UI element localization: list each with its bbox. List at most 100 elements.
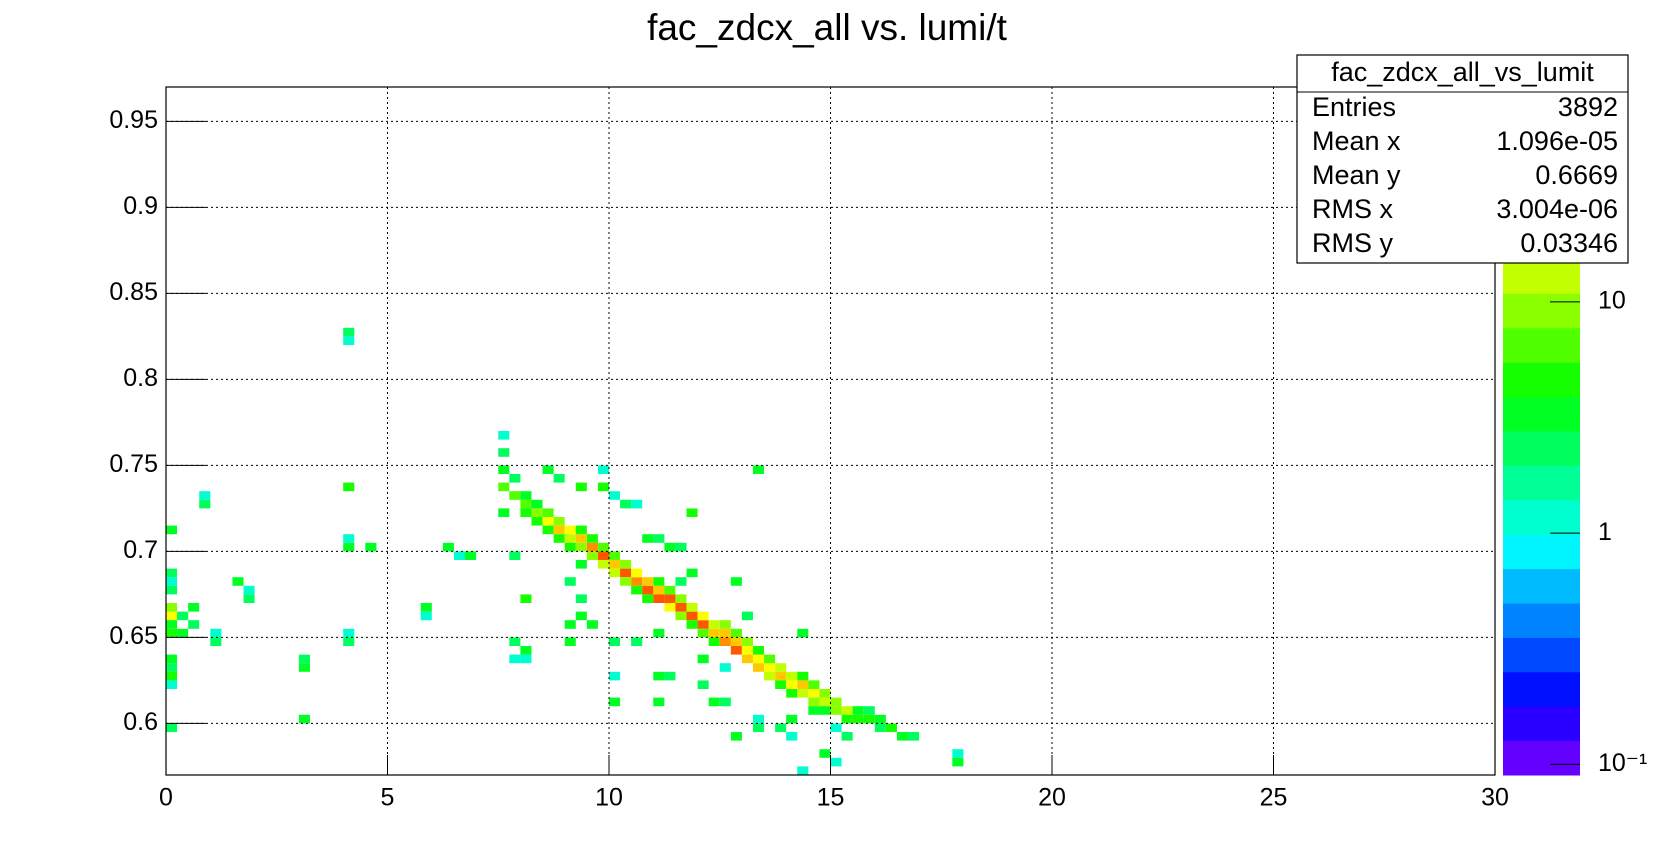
stats-label: Mean x <box>1312 126 1401 156</box>
stats-value: 3.004e-06 <box>1496 194 1618 224</box>
cell <box>719 628 731 638</box>
cell <box>542 508 554 517</box>
y-tick-label: 0.75 <box>109 450 158 478</box>
cell <box>885 723 897 732</box>
cell <box>675 603 687 612</box>
cell <box>697 611 709 621</box>
y-tick-label: 0.65 <box>109 622 158 650</box>
z-tick-label: 10 <box>1598 287 1626 315</box>
cell <box>686 620 698 629</box>
cell <box>343 336 355 345</box>
palette-band <box>1503 740 1580 776</box>
stats-title: fac_zdcx_all_vs_lumit <box>1331 57 1594 87</box>
cell <box>531 517 543 526</box>
stats-label: Entries <box>1312 92 1396 122</box>
cell <box>653 697 665 707</box>
cell <box>786 689 798 698</box>
cell <box>609 568 621 578</box>
cell <box>741 637 753 646</box>
stats-value: 0.03346 <box>1520 228 1618 258</box>
palette-band <box>1503 706 1580 742</box>
cell <box>199 499 211 509</box>
y-tick-label: 0.95 <box>109 106 158 134</box>
cell <box>575 482 587 492</box>
cell <box>863 714 875 724</box>
cell <box>188 603 200 612</box>
cell <box>343 534 355 543</box>
cell <box>952 749 964 758</box>
cell <box>797 680 809 689</box>
cell <box>830 706 842 715</box>
cell <box>653 577 665 586</box>
y-tick-label: 0.85 <box>109 278 158 306</box>
chart-title: fac_zdcx_all vs. lumi/t <box>647 7 1008 48</box>
cell <box>841 706 853 715</box>
cell <box>631 577 643 586</box>
cell <box>719 620 731 629</box>
cell <box>819 689 831 698</box>
cell <box>697 628 709 638</box>
cell <box>542 517 554 526</box>
cell <box>166 585 178 595</box>
stats-box: fac_zdcx_all_vs_lumit Entries 3892 Mean x 1.… <box>1296 54 1629 264</box>
cell <box>298 654 310 664</box>
cell <box>642 534 654 543</box>
y-tick-label: 0.9 <box>123 192 158 220</box>
cell <box>620 499 632 509</box>
cell <box>609 671 621 681</box>
cell <box>343 482 355 492</box>
cell <box>675 594 687 603</box>
cell <box>575 594 587 603</box>
cell <box>166 680 178 689</box>
cell <box>730 646 742 655</box>
cell <box>808 680 820 689</box>
cell <box>863 706 875 715</box>
cell <box>520 491 532 500</box>
cell <box>210 628 222 638</box>
cell <box>597 551 609 560</box>
cell <box>642 585 654 595</box>
cell <box>166 723 178 732</box>
cell <box>609 637 621 646</box>
cell <box>830 723 842 732</box>
cell <box>697 620 709 629</box>
cell <box>675 611 687 621</box>
cell <box>775 671 787 681</box>
cell <box>686 508 698 517</box>
cell <box>498 508 510 517</box>
cell <box>653 671 665 681</box>
frame <box>165 86 1496 776</box>
cell <box>786 680 798 689</box>
cell <box>564 637 576 646</box>
cell <box>908 732 920 741</box>
cell <box>819 697 831 707</box>
cell <box>520 654 532 664</box>
cell <box>609 697 621 707</box>
cell <box>343 628 355 638</box>
palette-band <box>1503 568 1580 604</box>
x-tick-label: 25 <box>1260 784 1288 812</box>
cell <box>819 706 831 715</box>
x-tick-label: 15 <box>817 784 845 812</box>
cell <box>830 697 842 707</box>
cell <box>675 577 687 586</box>
cell <box>166 603 178 612</box>
cell <box>664 603 676 612</box>
cell <box>797 671 809 681</box>
cell <box>730 628 742 638</box>
cell <box>808 697 820 707</box>
cell <box>166 671 178 681</box>
stats-value: 0.6669 <box>1535 160 1618 190</box>
cell <box>586 542 598 552</box>
cell <box>509 474 521 483</box>
cell <box>465 551 477 560</box>
cell <box>564 525 576 535</box>
cell <box>509 637 521 646</box>
cell <box>520 646 532 655</box>
cell <box>775 723 787 732</box>
cell <box>730 577 742 586</box>
cell <box>420 603 432 612</box>
cell <box>210 637 222 646</box>
cell <box>686 603 698 612</box>
